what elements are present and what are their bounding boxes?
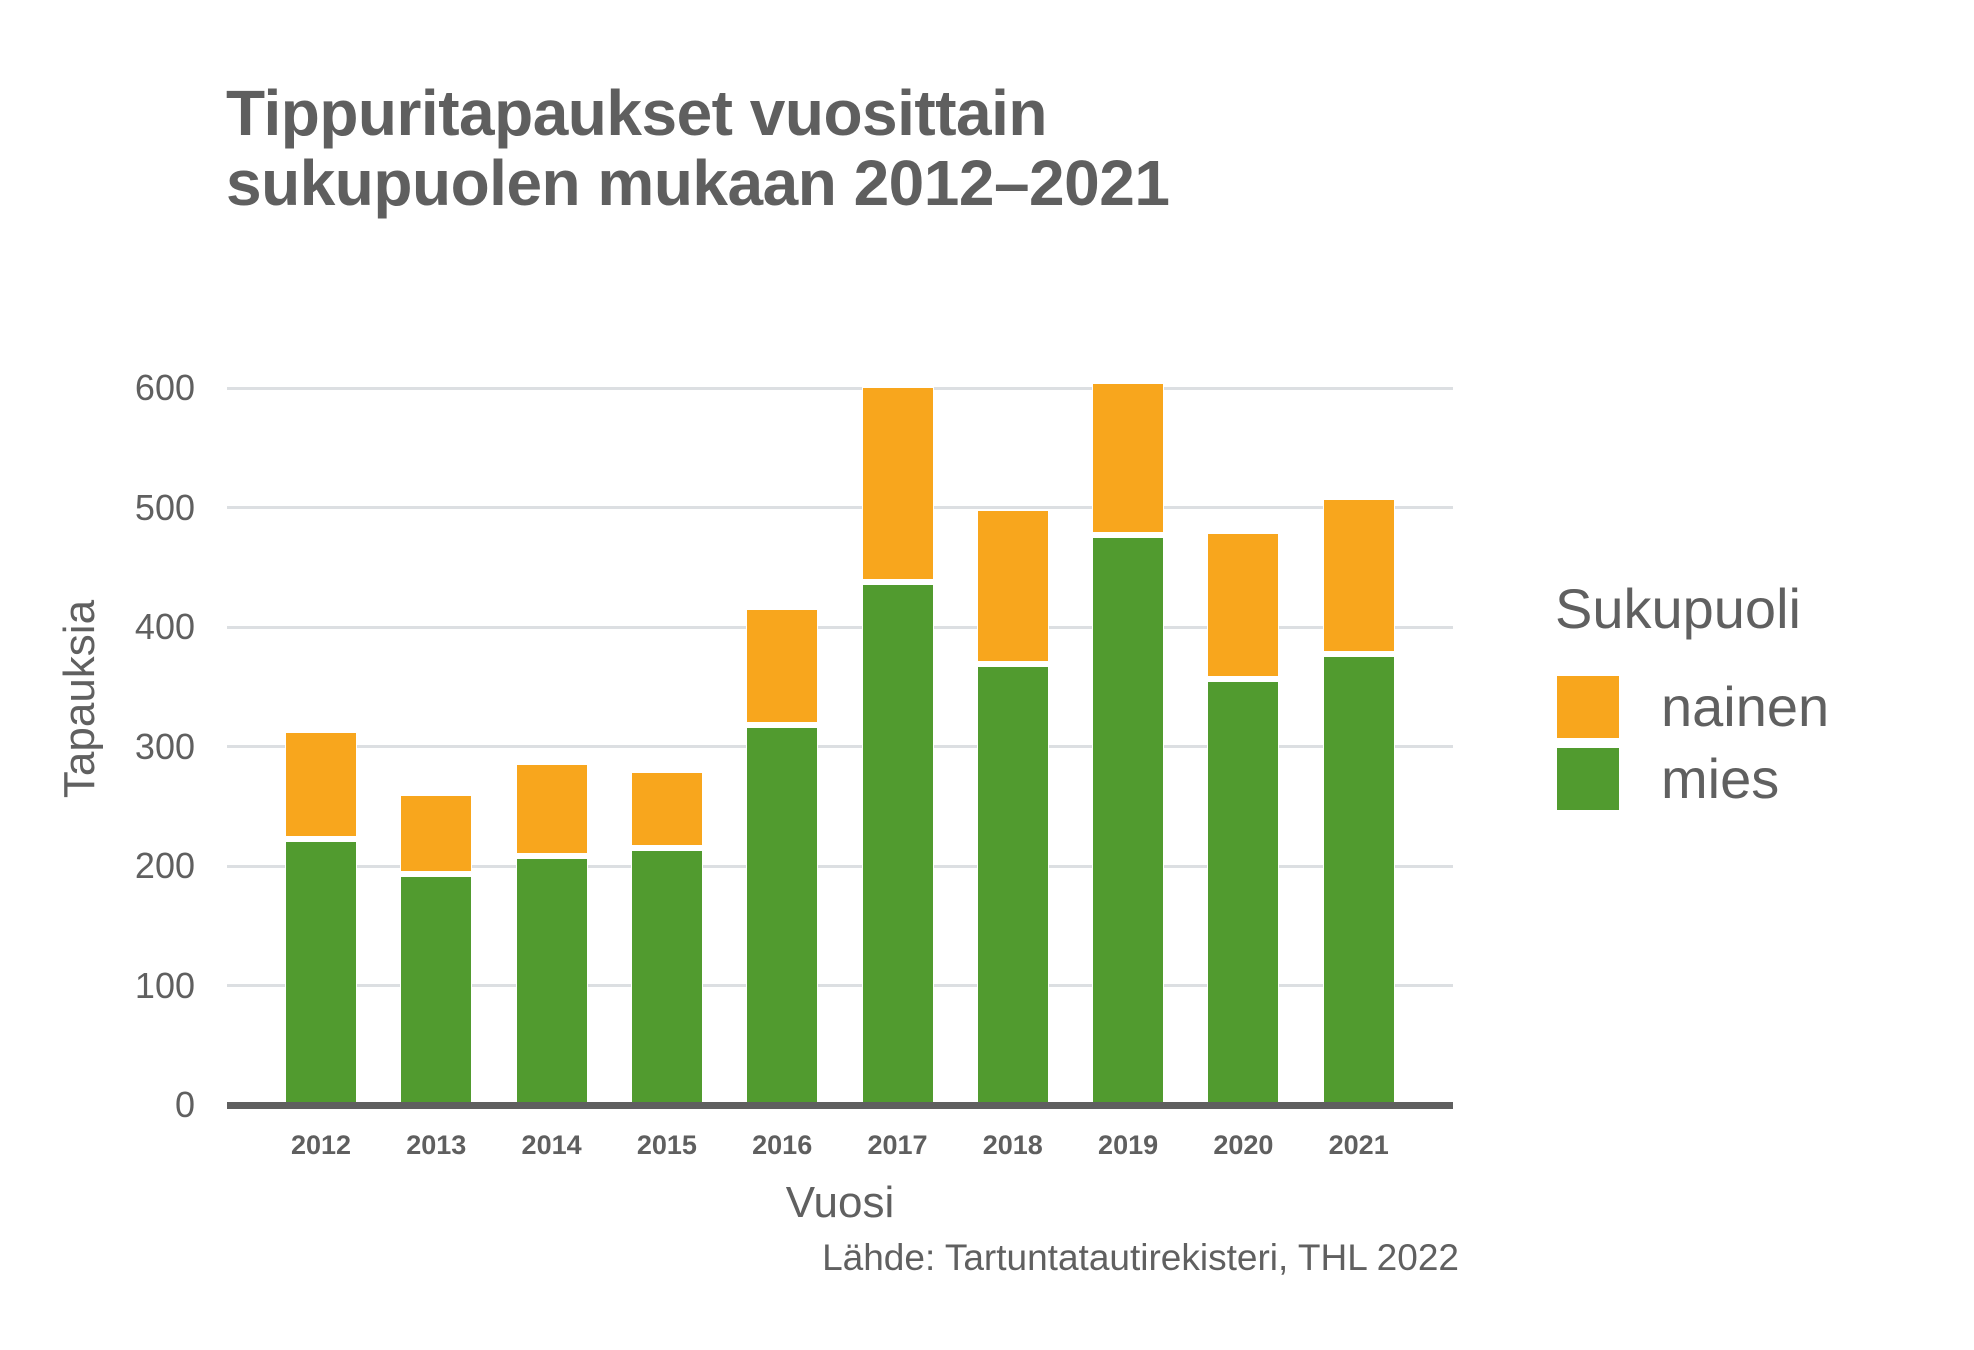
gridline: [227, 625, 1453, 629]
bar-segment-mies-2015: [630, 850, 703, 1105]
y-tick-label: 500: [134, 486, 195, 528]
source-caption: Lähde: Tartuntatautirekisteri, THL 2022: [822, 1237, 1459, 1278]
x-tick-label: 2018: [982, 1130, 1043, 1160]
legend-swatch-nainen: [1557, 676, 1619, 738]
bar-segment-mies-2018: [976, 666, 1049, 1105]
gridline: [227, 864, 1453, 868]
x-tick-label: 2016: [752, 1130, 813, 1160]
gridline: [227, 506, 1453, 509]
bar-segment-nainen-2020: [1207, 532, 1280, 677]
x-tick-label: 2019: [1098, 1130, 1159, 1160]
bar-segment-nainen-2017: [861, 386, 934, 580]
chart-title: Tippuritapaukset vuosittain sukupuolen m…: [226, 77, 1170, 219]
legend-title: Sukupuoli: [1555, 577, 1801, 640]
bar-segment-mies-2014: [515, 857, 588, 1105]
legend-label-nainen: nainen: [1661, 675, 1830, 738]
chart-title-line-1: Tippuritapaukset vuosittain: [226, 77, 1048, 149]
x-tick-label: 2014: [521, 1130, 582, 1160]
bar-segment-mies-2012: [285, 840, 357, 1105]
legend-swatch-mies: [1557, 748, 1619, 810]
bar-segment-nainen-2021: [1322, 499, 1395, 652]
legend: Sukupuoli nainen mies: [1555, 576, 1829, 810]
bar-segment-nainen-2016: [746, 609, 819, 724]
bar-segment-nainen-2018: [976, 509, 1049, 663]
y-axis-label: Tapauksia: [55, 599, 104, 799]
y-tick-label: 200: [134, 845, 195, 886]
x-tick-label: 2017: [867, 1130, 928, 1160]
x-tick-label: 2021: [1328, 1130, 1389, 1160]
y-tick-label: 400: [134, 606, 195, 647]
chart-title-line-2: sukupuolen mukaan 2012–2021: [226, 147, 1170, 219]
y-tick-label: 300: [134, 725, 195, 767]
bar-segment-nainen-2015: [630, 771, 703, 847]
legend-item-nainen[interactable]: nainen: [1557, 676, 1887, 738]
x-axis-label: Vuosi: [785, 1178, 895, 1227]
x-axis-line: [227, 1102, 1453, 1109]
bar-segment-mies-2016: [746, 727, 819, 1105]
bar-segment-mies-2021: [1322, 655, 1395, 1105]
bar-segment-mies-2013: [400, 875, 473, 1105]
bar-segment-mies-2017: [861, 583, 934, 1105]
y-tick-label: 100: [134, 964, 195, 1006]
bar-segment-nainen-2019: [1092, 383, 1165, 534]
bar-segment-nainen-2012: [285, 732, 357, 837]
legend-item-mies[interactable]: mies: [1557, 748, 1887, 810]
x-tick-label: 2020: [1213, 1130, 1274, 1160]
bar-segment-mies-2020: [1207, 680, 1280, 1105]
legend-label-mies: mies: [1661, 747, 1780, 810]
bar-segment-nainen-2014: [515, 764, 588, 854]
gridline: [227, 745, 1453, 748]
gridline: [227, 386, 1453, 390]
x-tick-label: 2015: [636, 1130, 697, 1160]
bar-segment-nainen-2013: [400, 795, 473, 872]
x-tick-label: 2013: [406, 1130, 467, 1160]
x-tick-label: 2012: [290, 1130, 352, 1160]
gridline: [227, 984, 1453, 987]
y-tick-label: 0: [174, 1084, 195, 1125]
bar-segment-mies-2019: [1092, 537, 1165, 1105]
y-tick-label: 600: [134, 367, 195, 408]
